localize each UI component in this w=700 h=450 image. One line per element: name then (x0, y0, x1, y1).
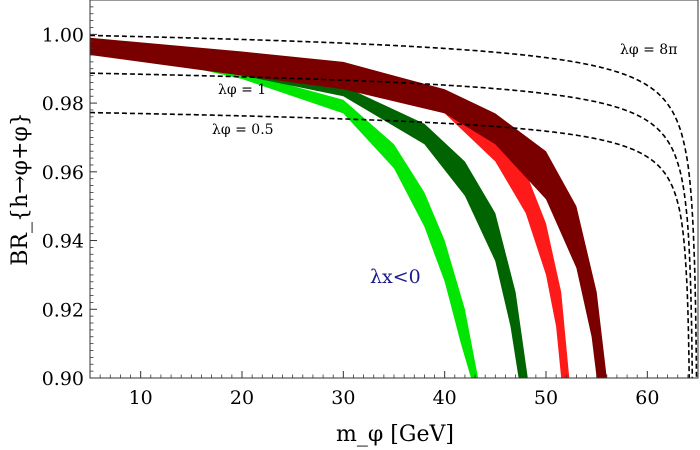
y-tick-label: 1.00 (42, 24, 84, 46)
band-dark-green (90, 37, 528, 378)
x-tick-label: 10 (129, 387, 153, 409)
curve-labels-layer: λφ = 8π λφ = 1 λφ = 0.5 (212, 42, 677, 138)
band-dark-red (90, 37, 607, 378)
y-axis-title: BR_{h→φ+φ} (8, 112, 33, 266)
ticks-layer: 10 20 30 40 50 60 0.90 0.92 0.94 0.96 0.98 1.00 (42, 0, 699, 409)
bands-layer (90, 37, 607, 378)
x-tick-label: 50 (534, 387, 558, 409)
dashed-curve-2 (90, 111, 691, 378)
curve-label-1: λφ = 1 (218, 82, 266, 98)
curve-label-8pi: λφ = 8π (620, 42, 677, 58)
y-tick-label: 0.98 (42, 93, 84, 115)
lambda-x-annotation: λx<0 (370, 266, 421, 288)
x-tick-label: 20 (230, 387, 254, 409)
y-tick-label: 0.92 (42, 299, 84, 321)
dashed-curve-0 (90, 34, 698, 378)
curve-label-0-5: λφ = 0.5 (212, 122, 274, 138)
y-tick-label: 0.90 (42, 368, 84, 390)
dashed-curve-1 (90, 72, 694, 378)
x-axis-title: m_φ [GeV] (336, 422, 454, 447)
y-tick-label: 0.94 (42, 231, 84, 253)
y-tick-label: 0.96 (42, 162, 84, 184)
x-tick-label: 30 (331, 387, 355, 409)
x-tick-label: 60 (635, 387, 659, 409)
x-tick-label: 40 (433, 387, 457, 409)
curves-layer (90, 34, 698, 378)
